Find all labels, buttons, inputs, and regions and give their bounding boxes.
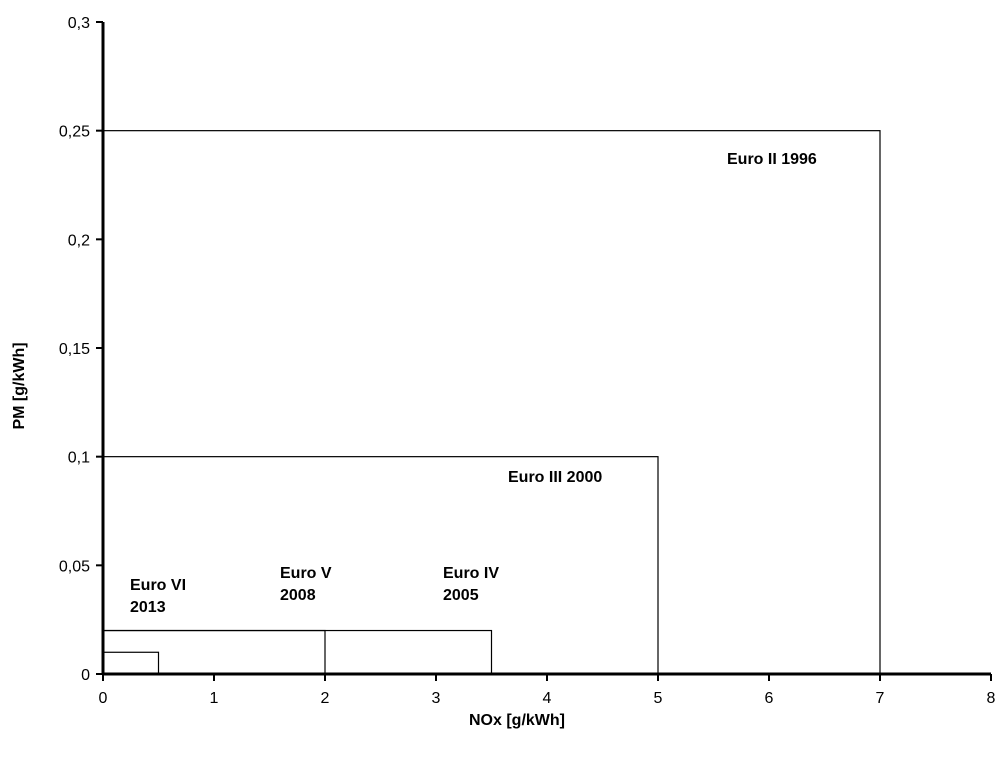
y-axis-ticks: 0 0,05 0,1 0,15 0,2 0,25 0,3 [59,15,103,684]
limit-box [102,456,659,675]
limit-label: 2013 [130,599,166,616]
y-tick-label: 0,3 [68,15,90,32]
limit-label: Euro V [280,565,332,582]
limit-boxes [102,130,881,675]
y-tick-label: 0,15 [59,341,90,358]
limit-box [102,629,493,675]
limit-box [102,130,881,675]
y-tick-label: 0 [81,667,90,684]
x-tick-label: 4 [543,690,552,707]
x-tick-label: 0 [99,690,108,707]
y-tick-label: 0,05 [59,558,90,575]
y-tick-label: 0,25 [59,124,90,141]
limit-label: Euro III 2000 [508,469,602,486]
limit-box [102,651,160,675]
limit-label: 2008 [280,587,316,604]
x-tick-label: 6 [765,690,774,707]
x-tick-label: 2 [321,690,330,707]
y-axis-title: PM [g/kWh] [11,342,28,429]
x-tick-label: 3 [432,690,441,707]
x-tick-label: 5 [654,690,663,707]
y-tick-label: 0,1 [68,450,90,467]
x-axis-ticks: 0 1 2 3 4 5 6 7 8 [99,674,996,707]
limit-label: Euro II 1996 [727,151,817,168]
y-tick-label: 0,2 [68,232,90,249]
limit-label: Euro IV [443,565,499,582]
x-tick-label: 8 [987,690,996,707]
x-axis-title: NOx [g/kWh] [469,712,565,729]
limit-label: 2005 [443,587,479,604]
x-tick-label: 7 [876,690,885,707]
x-tick-label: 1 [210,690,219,707]
limit-label: Euro VI [130,577,186,594]
limit-labels: Euro II 1996 Euro III 2000 Euro IV 2005 Euro… [130,151,817,616]
